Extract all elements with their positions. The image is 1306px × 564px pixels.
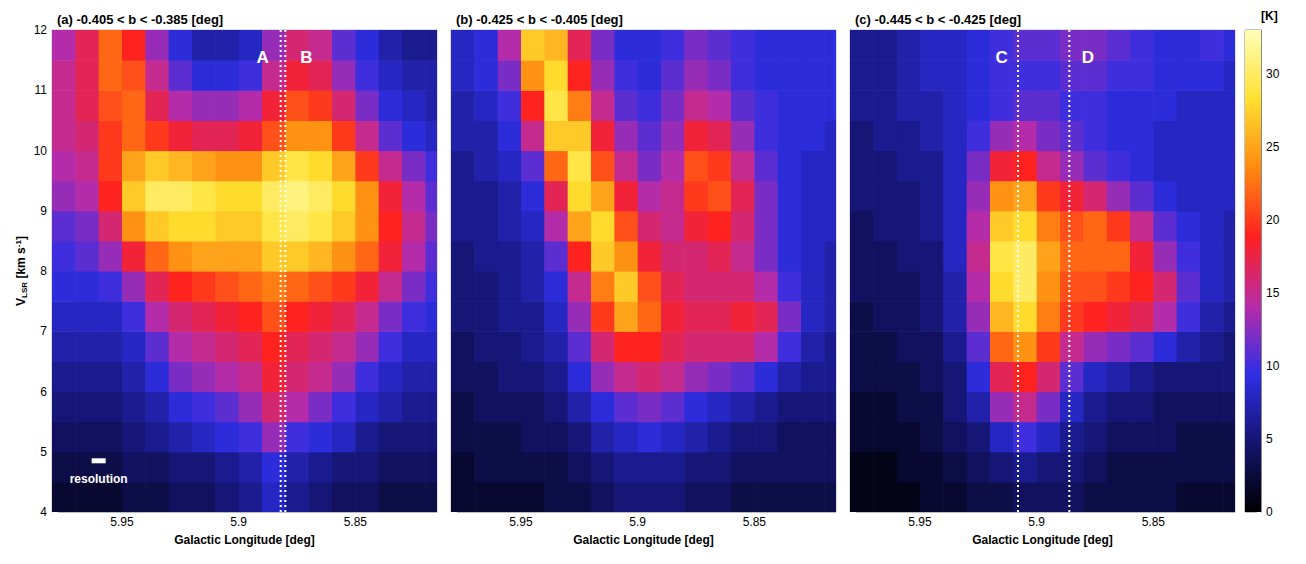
svg-text:10: 10 — [1266, 359, 1280, 373]
svg-text:[km s: [km s — [14, 247, 28, 282]
svg-text:15: 15 — [1266, 286, 1280, 300]
svg-text:6: 6 — [40, 385, 47, 399]
svg-text:D: D — [1082, 48, 1094, 67]
svg-text:B: B — [300, 48, 312, 67]
svg-text:]: ] — [14, 236, 28, 240]
svg-text:Galactic Longitude [deg]: Galactic Longitude [deg] — [573, 533, 714, 547]
svg-text:5: 5 — [1266, 432, 1273, 446]
svg-text:4: 4 — [40, 505, 47, 519]
svg-text:(b) -0.425 < b < -0.405 [deg]: (b) -0.425 < b < -0.405 [deg] — [456, 12, 623, 27]
svg-text:20: 20 — [1266, 213, 1280, 227]
svg-text:C: C — [996, 48, 1008, 67]
svg-text:A: A — [257, 48, 269, 67]
svg-text:5.85: 5.85 — [1142, 515, 1166, 529]
svg-text:LSR: LSR — [20, 282, 29, 298]
svg-text:[K]: [K] — [1261, 9, 1278, 23]
svg-text:30: 30 — [1266, 67, 1280, 81]
svg-text:Galactic Longitude [deg]: Galactic Longitude [deg] — [174, 533, 315, 547]
svg-text:0: 0 — [1266, 505, 1273, 519]
svg-text:5.9: 5.9 — [230, 515, 247, 529]
svg-text:5.95: 5.95 — [509, 515, 533, 529]
svg-text:V: V — [14, 298, 28, 306]
svg-text:12: 12 — [34, 23, 48, 37]
svg-text:5.95: 5.95 — [110, 515, 134, 529]
svg-text:5.85: 5.85 — [743, 515, 767, 529]
svg-text:7: 7 — [40, 324, 47, 338]
svg-text:11: 11 — [35, 83, 48, 97]
svg-text:5.9: 5.9 — [1028, 515, 1045, 529]
svg-text:resolution: resolution — [70, 472, 128, 486]
svg-text:5: 5 — [40, 445, 47, 459]
svg-text:Galactic Longitude [deg]: Galactic Longitude [deg] — [972, 533, 1113, 547]
svg-text:8: 8 — [40, 264, 47, 278]
svg-text:10: 10 — [34, 144, 48, 158]
svg-text:-1: -1 — [13, 240, 23, 248]
svg-text:(a) -0.405 < b < -0.385 [deg]: (a) -0.405 < b < -0.385 [deg] — [57, 12, 223, 27]
svg-text:25: 25 — [1266, 140, 1280, 154]
svg-text:5.95: 5.95 — [908, 515, 932, 529]
svg-text:5.9: 5.9 — [629, 515, 646, 529]
svg-text:9: 9 — [40, 204, 47, 218]
svg-text:(c) -0.445 < b < -0.425 [deg]: (c) -0.445 < b < -0.425 [deg] — [855, 12, 1021, 27]
svg-text:5.85: 5.85 — [344, 515, 368, 529]
